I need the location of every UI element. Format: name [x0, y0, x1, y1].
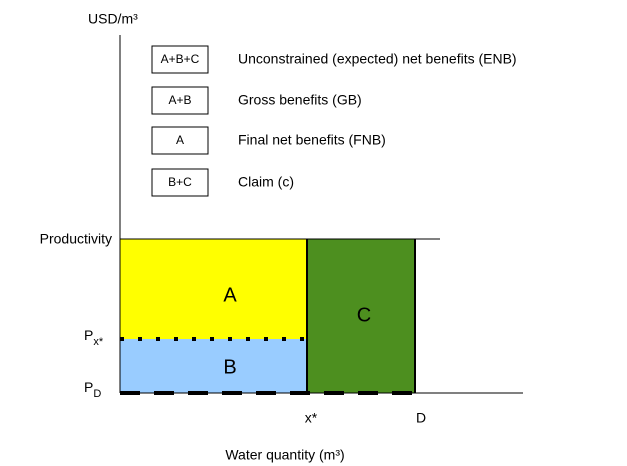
- legend-box: [151, 86, 209, 115]
- legend-key: A+B: [168, 93, 191, 107]
- pd-label: PD: [84, 379, 101, 400]
- region-label: A: [223, 284, 237, 306]
- x-label: D: [416, 410, 426, 426]
- x-axis-title: Water quantity (m³): [225, 447, 344, 463]
- legend-text: Gross benefits (GB): [238, 92, 362, 108]
- x-label: x*: [305, 410, 318, 426]
- legend-box: [151, 45, 209, 74]
- region-c: [307, 239, 415, 393]
- region-label: B: [223, 356, 236, 378]
- px-label: Px*: [84, 327, 104, 348]
- legend-text: Unconstrained (expected) net benefits (E…: [238, 51, 517, 67]
- legend-key: B+C: [168, 175, 192, 189]
- productivity-label: Productivity: [40, 231, 112, 247]
- legend-text: Final net benefits (FNB): [238, 132, 386, 148]
- legend-text: Claim (c): [238, 174, 294, 190]
- region-a: [120, 239, 307, 339]
- legend-box: [151, 126, 209, 155]
- region-b: [120, 339, 307, 393]
- legend: A+B+C Unconstrained (expected) net benefi…: [151, 45, 517, 197]
- region-label: C: [357, 304, 371, 326]
- legend-key: A+B+C: [161, 52, 200, 66]
- legend-box: [151, 168, 209, 197]
- y-axis-title: USD/m³: [88, 11, 138, 27]
- legend-key: A: [176, 133, 184, 147]
